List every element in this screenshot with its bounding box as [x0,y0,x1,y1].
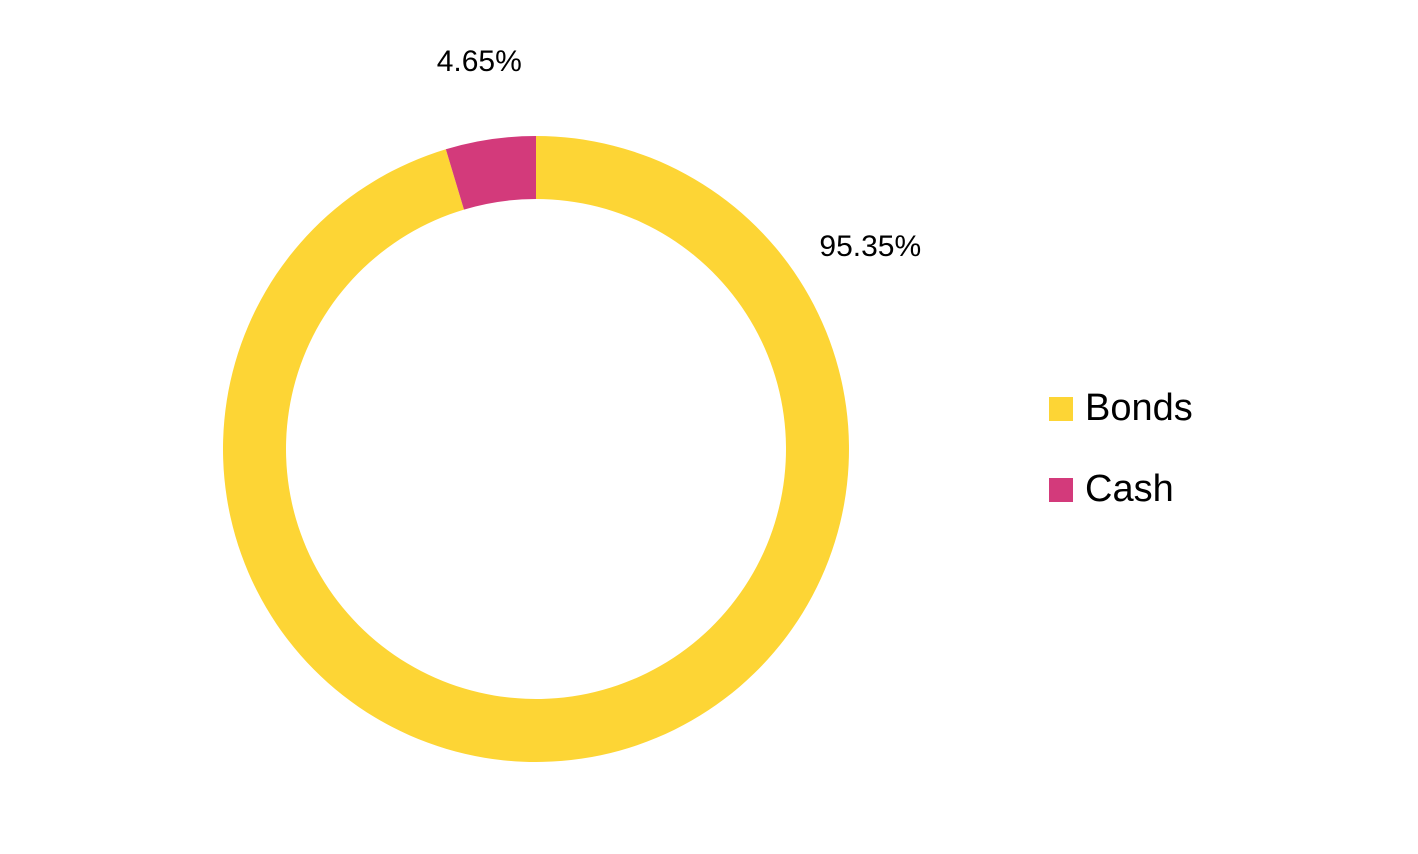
donut-segment [222,136,849,762]
value-label: 4.65% [437,45,522,78]
legend-label: Bonds [1085,387,1193,429]
donut-segment [445,136,536,210]
legend-swatch [1049,397,1073,421]
value-label: 95.35% [819,230,921,263]
legend-swatch [1049,478,1073,502]
legend-label: Cash [1085,468,1174,510]
